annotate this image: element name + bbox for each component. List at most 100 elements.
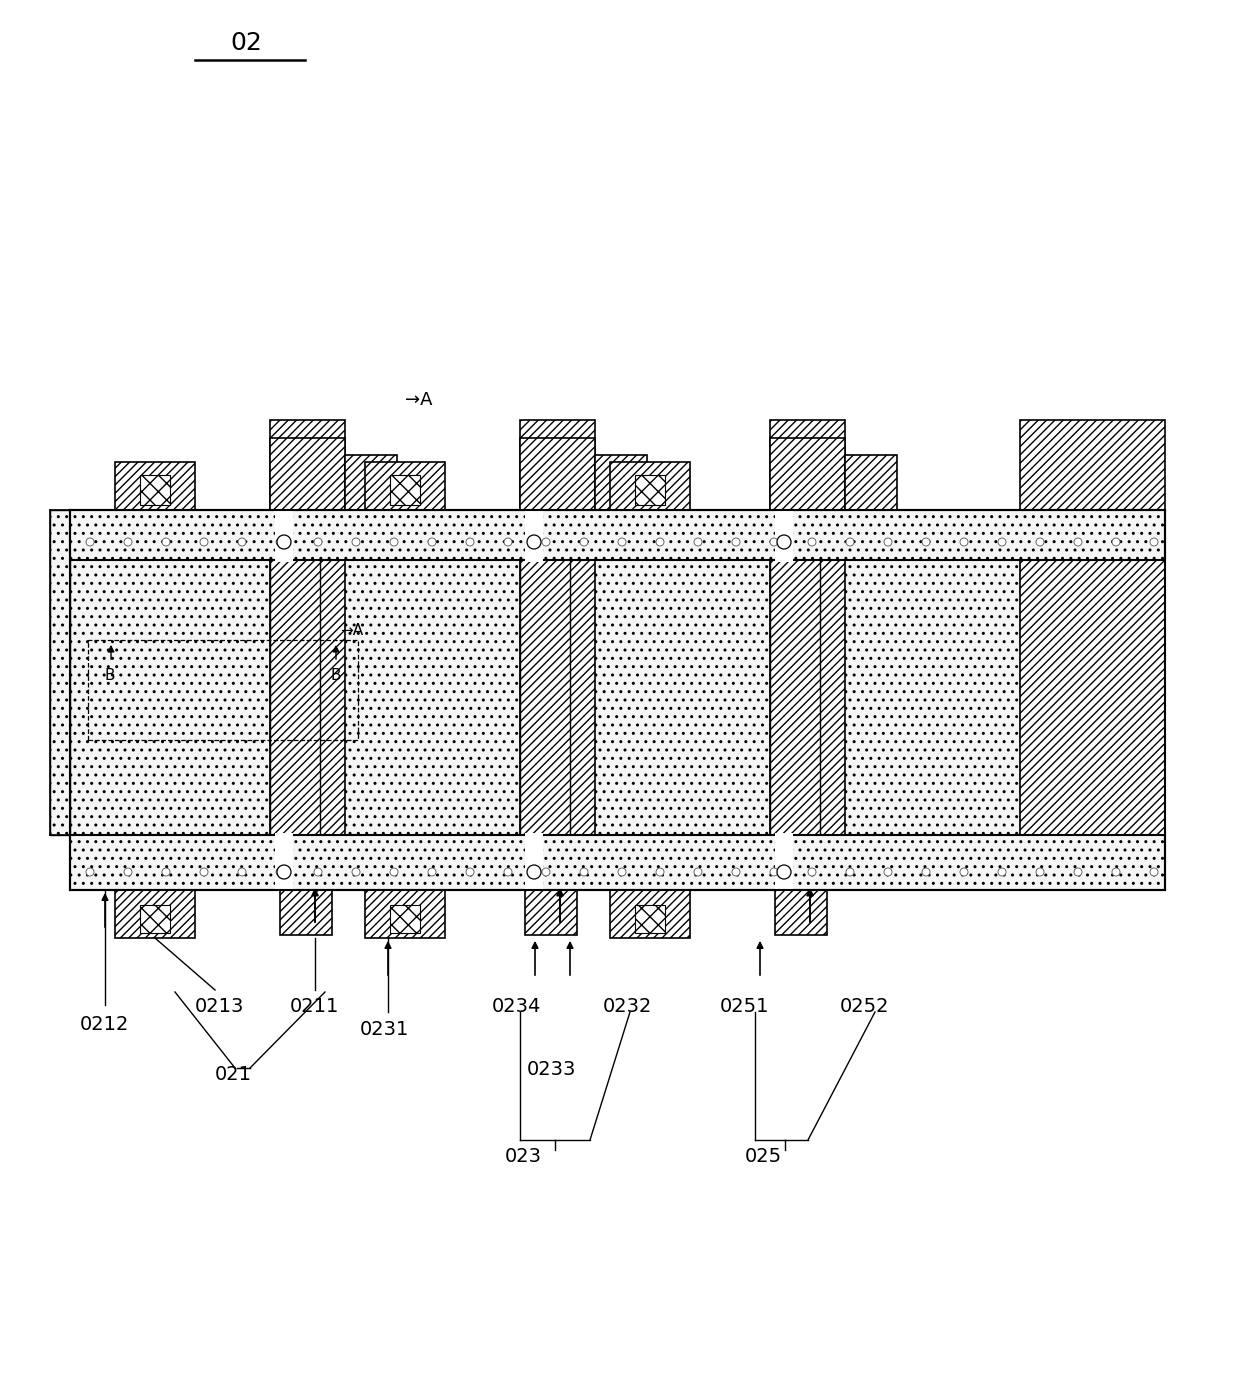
Bar <box>50 511 74 835</box>
Text: →A: →A <box>340 622 363 638</box>
Circle shape <box>527 865 541 879</box>
Bar <box>525 890 577 936</box>
Bar <box>520 420 595 890</box>
Bar <box>635 905 665 933</box>
Bar <box>770 511 820 835</box>
Circle shape <box>124 538 131 546</box>
Text: 0213: 0213 <box>195 996 244 1016</box>
Circle shape <box>86 868 94 876</box>
Circle shape <box>542 868 551 876</box>
Bar <box>69 511 1166 560</box>
Bar <box>391 475 420 505</box>
Circle shape <box>770 868 777 876</box>
Circle shape <box>428 868 436 876</box>
Bar <box>1021 420 1166 890</box>
Circle shape <box>542 538 551 546</box>
Circle shape <box>314 538 322 546</box>
Bar <box>69 511 270 835</box>
Circle shape <box>656 868 663 876</box>
Circle shape <box>998 538 1006 546</box>
Bar <box>88 640 358 740</box>
Bar <box>365 890 445 938</box>
Bar <box>270 511 320 835</box>
Bar <box>525 834 543 891</box>
Bar <box>610 890 689 938</box>
Circle shape <box>1035 868 1044 876</box>
Circle shape <box>732 538 740 546</box>
Bar <box>140 905 170 933</box>
Circle shape <box>391 868 398 876</box>
Bar <box>590 511 770 835</box>
Bar <box>775 834 794 891</box>
Circle shape <box>580 538 588 546</box>
Bar <box>770 420 844 890</box>
Circle shape <box>1035 538 1044 546</box>
Bar <box>844 455 897 511</box>
Circle shape <box>884 538 892 546</box>
Circle shape <box>503 538 512 546</box>
Bar <box>69 835 1166 890</box>
Bar <box>595 455 647 511</box>
Circle shape <box>428 538 436 546</box>
Circle shape <box>694 538 702 546</box>
Circle shape <box>1149 538 1158 546</box>
Circle shape <box>846 538 854 546</box>
Circle shape <box>770 538 777 546</box>
Circle shape <box>277 538 284 546</box>
Circle shape <box>694 868 702 876</box>
Circle shape <box>352 868 360 876</box>
Circle shape <box>777 535 791 549</box>
Circle shape <box>238 538 246 546</box>
Bar <box>770 437 844 511</box>
Text: 0232: 0232 <box>603 996 652 1016</box>
Text: B: B <box>330 668 341 683</box>
Circle shape <box>777 865 791 879</box>
Bar <box>520 437 595 511</box>
Text: →A: →A <box>405 391 433 408</box>
Text: 0251: 0251 <box>720 996 770 1016</box>
Bar <box>839 511 1021 835</box>
Circle shape <box>998 868 1006 876</box>
Circle shape <box>580 868 588 876</box>
Bar <box>115 890 195 938</box>
Circle shape <box>200 538 208 546</box>
Circle shape <box>884 868 892 876</box>
Bar <box>525 508 543 562</box>
Circle shape <box>960 538 968 546</box>
Circle shape <box>466 538 474 546</box>
Circle shape <box>808 868 816 876</box>
Circle shape <box>846 868 854 876</box>
Circle shape <box>277 865 291 879</box>
Circle shape <box>618 538 626 546</box>
Bar <box>520 511 570 835</box>
Text: 023: 023 <box>505 1147 542 1166</box>
Circle shape <box>200 868 208 876</box>
Bar <box>340 511 520 835</box>
Text: B: B <box>105 668 115 683</box>
Bar <box>280 890 332 936</box>
Circle shape <box>656 538 663 546</box>
Bar <box>140 475 170 505</box>
Circle shape <box>277 535 291 549</box>
Circle shape <box>1074 868 1083 876</box>
Circle shape <box>466 868 474 876</box>
Circle shape <box>277 868 284 876</box>
Bar <box>775 890 827 936</box>
Bar <box>115 462 195 511</box>
Circle shape <box>1074 538 1083 546</box>
Text: 025: 025 <box>745 1147 782 1166</box>
Circle shape <box>1149 868 1158 876</box>
Bar <box>345 455 397 511</box>
Text: 021: 021 <box>215 1065 252 1085</box>
Circle shape <box>618 868 626 876</box>
Circle shape <box>86 538 94 546</box>
Text: 0233: 0233 <box>527 1060 577 1079</box>
Bar <box>270 437 345 511</box>
Bar <box>391 905 420 933</box>
Bar <box>635 475 665 505</box>
Text: 02: 02 <box>229 30 262 55</box>
Bar <box>275 834 293 891</box>
Circle shape <box>923 538 930 546</box>
Circle shape <box>124 868 131 876</box>
Bar <box>610 462 689 511</box>
